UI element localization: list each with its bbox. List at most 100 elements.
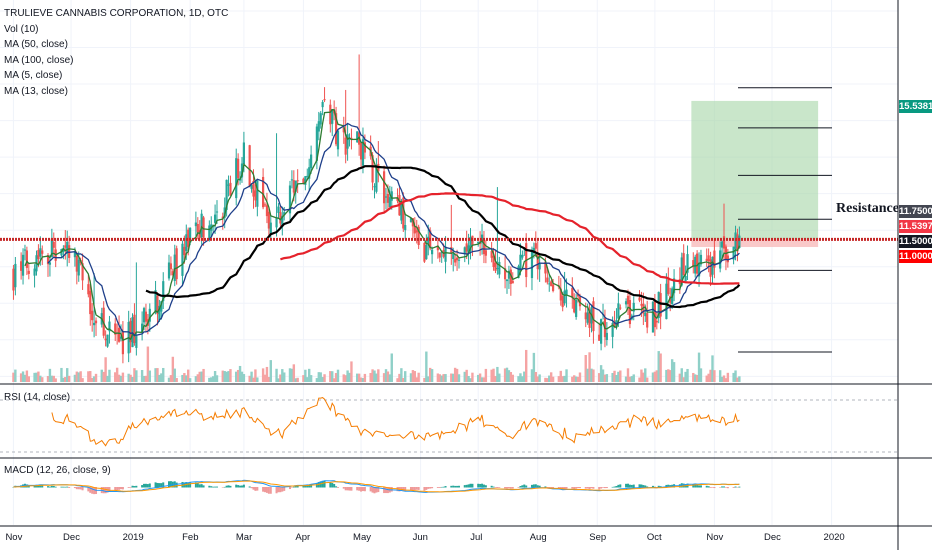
legend-ma5[interactable]: MA (5, close) [4,70,63,81]
volume-bar [590,368,593,382]
volume-bar [194,376,198,382]
volume-bar [250,371,253,382]
macd-histogram-bar [346,487,349,491]
macd-histogram-bar [252,487,255,490]
macd-histogram-bar [189,482,192,488]
candle-body [425,244,428,260]
candle-body [171,271,174,276]
candle-body [114,323,117,335]
x-tick-label: Aug [529,532,547,543]
macd-histogram-bar [250,487,253,489]
candle-body [409,218,413,223]
candle-body [680,257,683,286]
volume-bar [221,370,224,382]
candle-body [573,299,576,313]
macd-histogram-bar [342,487,345,489]
candle-body [534,243,537,249]
chart-legend: TRULIEVE CANNABIS CORPORATION, 1D, OTC V… [4,6,228,99]
candle-body [121,331,125,355]
candle-body [576,293,580,297]
macd-histogram-bar [321,480,324,488]
volume-bar [651,372,655,382]
macd-histogram-bar [490,485,493,488]
candle-body [169,263,173,270]
volume-bar [525,349,528,382]
macd-histogram-bar [698,485,701,488]
legend-volume[interactable]: Vol (10) [4,23,39,35]
volume-bar [605,374,609,382]
candle-body [638,297,641,301]
candle-body [519,254,522,272]
candle-body [507,270,511,279]
macd-histogram-bar [242,484,245,488]
macd-histogram-bar [363,487,366,492]
candle-body [331,108,334,124]
legend-ma50[interactable]: MA (50, close) [4,39,68,50]
volume-bar [215,375,219,382]
volume-bar [463,371,466,382]
candle-body [396,197,399,202]
macd-histogram-bar [156,482,159,488]
volume-bar [695,374,699,382]
macd-histogram-bar [194,482,197,488]
macd-histogram-bar [530,484,533,488]
legend-ma13[interactable]: MA (13, close) [4,85,68,97]
candle-body [561,296,564,308]
rsi-label[interactable]: RSI (14, close) [4,392,71,403]
volume-bar [630,376,634,382]
volume-bar [400,368,403,382]
legend-ma100[interactable]: MA (100, close) [4,54,74,66]
volume-bar [173,368,176,382]
candle-body [194,222,197,227]
volume-bar [114,372,117,382]
volume-bar [331,371,334,382]
volume-bar [267,377,271,382]
macd-histogram-bar [87,487,90,492]
volume-bar [507,370,511,382]
volume-bar [626,368,630,382]
macd-histogram-bar [66,486,69,488]
volume-bar [453,367,457,382]
macd-histogram-bar [133,486,136,488]
candle-body [242,142,245,165]
macd-histogram-bar [517,487,520,488]
volume-bar [14,369,17,382]
volume-bar [670,359,674,382]
volume-bar [726,372,730,382]
macd-histogram-bar [296,485,299,488]
macd-histogram-bar [264,487,267,493]
candle-body [375,165,378,192]
macd-histogram-bar [158,483,161,488]
volume-bar [37,371,40,382]
rsi-line [51,397,740,447]
candle-body [492,255,495,267]
volume-bar [213,371,217,382]
candle-body [484,250,487,256]
candle-body [402,197,405,229]
volume-bar [181,374,184,382]
volume-bar [396,378,399,382]
volume-bar [430,369,434,382]
volume-bar [697,352,701,382]
macd-label[interactable]: MACD (12, 26, close, 9) [4,465,111,476]
candle-body [344,137,347,155]
candle-body [196,224,199,233]
macd-histogram-bar [692,484,695,488]
symbol-title[interactable]: TRULIEVE CANNABIS CORPORATION, 1D, OTC [4,8,229,19]
candle-body [323,99,326,101]
volume-bar [388,374,392,382]
volume-bar [202,368,205,382]
macd-histogram-bar [210,486,213,488]
candle-body [469,236,472,251]
macd-histogram-bar [469,483,472,488]
candle-body [41,250,44,254]
macd-histogram-bar [546,487,549,488]
volume-bar [307,368,311,382]
macd-histogram-bar [602,487,605,488]
candle-body [632,302,635,312]
volume-bar [321,377,324,382]
candle-body [248,145,251,186]
candle-body [342,127,345,133]
candle-body [141,323,144,333]
